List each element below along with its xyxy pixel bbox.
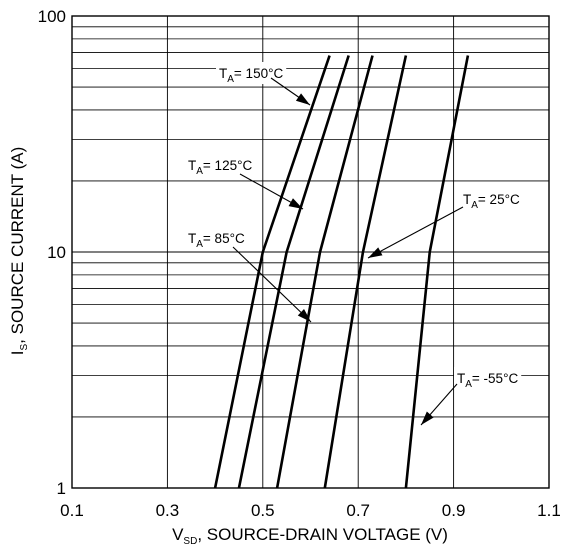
x-axis-label-rest: , SOURCE-DRAIN VOLTAGE (V) xyxy=(197,525,448,544)
x-tick-label: 0.3 xyxy=(156,501,180,520)
annotation-bg xyxy=(454,367,522,389)
annotation-sub: A xyxy=(196,239,203,250)
curve-1 xyxy=(237,55,350,489)
annotation-value: = 125°C xyxy=(203,158,253,173)
annotation-arrowhead xyxy=(288,198,303,209)
annotation-arrowhead xyxy=(368,247,383,258)
x-axis-label-sub: SD xyxy=(183,536,197,546)
plot-frame xyxy=(71,15,550,489)
annotation-arrowhead xyxy=(421,411,434,425)
annotation-t: T xyxy=(457,371,465,386)
annotation-t: T xyxy=(188,158,196,173)
x-tick-label: 1.1 xyxy=(537,501,561,520)
curves xyxy=(213,55,470,489)
y-axis-label-sub: S xyxy=(19,344,30,351)
annotation-leader xyxy=(367,206,464,259)
annotation-label: TA= 150°C xyxy=(219,66,283,85)
y-tick-label: 10 xyxy=(47,243,66,262)
annotation-sub: A xyxy=(465,379,472,390)
annotation-label: TA= 125°C xyxy=(188,158,252,177)
x-tick-label: 0.7 xyxy=(346,501,370,520)
annotation-bg xyxy=(216,62,287,84)
curve-0 xyxy=(213,55,331,489)
y-tick-labels: 1 10 100 xyxy=(38,7,66,498)
annotation-arrowhead xyxy=(297,309,311,322)
y-axis-label: IS, SOURCE CURRENT (A) xyxy=(8,147,30,356)
x-axis-label: VSD, SOURCE-DRAIN VOLTAGE (V) xyxy=(172,525,448,546)
annotation-t: T xyxy=(219,66,227,81)
y-axis-label-main: I xyxy=(8,351,27,356)
annotation-bg xyxy=(185,227,248,249)
x-axis-label-main: V xyxy=(172,525,184,544)
annotation-value: = -55°C xyxy=(472,371,519,386)
annotation-leader xyxy=(232,246,312,323)
annotation-arrowhead xyxy=(295,93,310,105)
annotation-sub: A xyxy=(471,200,478,211)
grid xyxy=(71,16,550,488)
y-tick-label: 1 xyxy=(57,479,66,498)
annotation-bg xyxy=(460,188,523,210)
x-tick-labels: 0.1 0.3 0.5 0.7 0.9 1.1 xyxy=(60,501,561,520)
annotation-sub: A xyxy=(196,166,203,177)
annotation-value: = 85°C xyxy=(203,231,245,246)
x-tick-label: 0.9 xyxy=(442,501,466,520)
annotation-label: TA= -55°C xyxy=(457,371,518,390)
y-tick-label: 100 xyxy=(38,7,66,26)
annotation-bg xyxy=(185,154,256,176)
annotation-sub: A xyxy=(227,74,234,85)
annotation-t: T xyxy=(188,231,196,246)
annotation-t: T xyxy=(463,192,471,207)
annotation-label: TA= 25°C xyxy=(463,192,520,211)
annotation-value: = 150°C xyxy=(234,66,284,81)
annotation-value: = 25°C xyxy=(478,192,520,207)
annotation-label: TA= 85°C xyxy=(188,231,245,250)
x-tick-label: 0.5 xyxy=(251,501,275,520)
curve-2 xyxy=(275,55,374,489)
y-axis-label-rest: , SOURCE CURRENT (A) xyxy=(8,147,27,344)
annotations: TA= 150°CTA= 125°CTA= 85°CTA= 25°CTA= -5… xyxy=(185,62,523,426)
curve-4 xyxy=(404,55,470,489)
x-tick-label: 0.1 xyxy=(60,501,84,520)
curve-3 xyxy=(323,55,408,489)
